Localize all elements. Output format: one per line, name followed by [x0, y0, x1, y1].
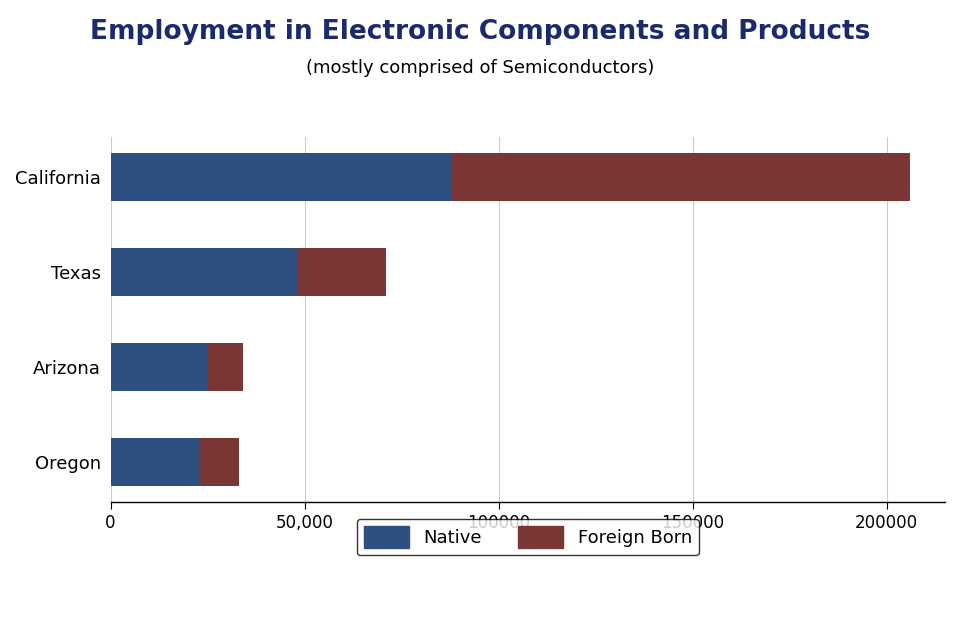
Bar — [110, 153, 452, 201]
Bar — [207, 343, 243, 391]
Bar — [110, 438, 200, 486]
Legend: Native, Foreign Born: Native, Foreign Born — [356, 519, 699, 555]
Bar — [452, 153, 910, 201]
Bar — [110, 343, 207, 391]
Text: (mostly comprised of Semiconductors): (mostly comprised of Semiconductors) — [306, 59, 654, 77]
Bar — [110, 248, 297, 296]
Bar — [200, 438, 239, 486]
Bar — [297, 248, 386, 296]
Text: Employment in Electronic Components and Products: Employment in Electronic Components and … — [90, 19, 870, 45]
